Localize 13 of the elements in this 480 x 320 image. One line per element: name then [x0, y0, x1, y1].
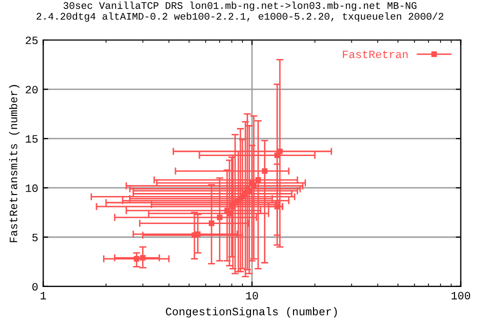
y-axis-title: FastRetransmits (number): [9, 85, 20, 242]
legend-label: FastRetran: [342, 50, 408, 58]
x-tick-label: 100: [452, 292, 470, 300]
y-tick-label: 5: [32, 234, 38, 242]
y-tick-label: 20: [26, 86, 38, 94]
y-tick-label: 10: [26, 184, 38, 192]
x-axis-title: CongestionSignals (number): [166, 307, 337, 318]
y-tick-label: 15: [26, 135, 38, 143]
x-tick-label: 1: [40, 292, 46, 300]
y-tick-label: 25: [26, 36, 38, 44]
y-tick-label: 0: [32, 282, 38, 291]
x-tick-label: 10: [246, 292, 258, 300]
chart-title: 30sec VanillaTCP DRS lon01.mb-ng.net->lon03.mb-ng.net MB-NG 2.4.20dtg4 altAIMD-0.2 web100-2.2.1, e1000-5.2.20, txqueuelen 2000/2: [36, 2, 444, 22]
